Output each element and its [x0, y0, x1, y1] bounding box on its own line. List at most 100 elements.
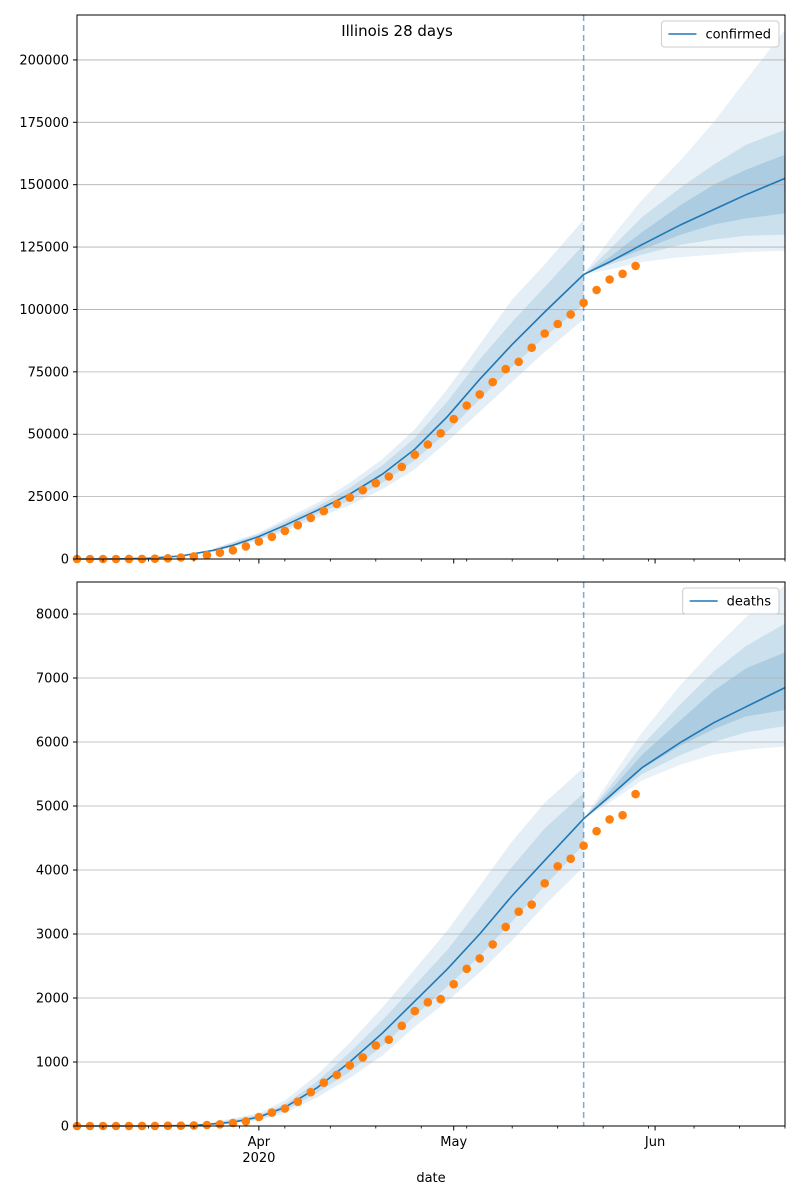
deaths-legend-box	[682, 587, 780, 615]
deaths-legend: deaths	[682, 587, 780, 615]
confirmed-y-tick-label: 75000	[28, 365, 69, 380]
deaths-y-tick-label: 6000	[36, 736, 69, 751]
confirmed-observed-point	[176, 553, 186, 562]
deaths-observed-point	[566, 854, 575, 863]
deaths-observed-point	[540, 879, 549, 888]
confirmed-observed-point	[618, 269, 627, 279]
confirmed-observed-point	[332, 499, 342, 509]
deaths-observed-point	[423, 998, 433, 1007]
confirmed-observed-point	[475, 390, 485, 399]
deaths-y-tick-label: 0	[61, 1120, 69, 1135]
deaths-axes-frame	[76, 581, 786, 1127]
confirmed-observed-point	[397, 462, 407, 472]
deaths-observed-point	[501, 922, 511, 932]
deaths-y-tick-label: 3000	[36, 928, 69, 943]
confirmed-observed-point	[566, 310, 575, 319]
deaths-observed-point	[527, 900, 536, 909]
deaths-observed-point	[241, 1117, 251, 1126]
confirmed-observed-point	[280, 526, 290, 536]
confirmed-observed-point	[384, 472, 394, 481]
deaths-observed-point	[488, 940, 498, 949]
confirmed-observed-point	[488, 377, 498, 387]
deaths-observed-point	[462, 964, 472, 974]
confirmed-observed-point	[215, 548, 225, 557]
deaths-observed-point	[215, 1120, 225, 1129]
confirmed-y-tick-label: 100000	[19, 303, 69, 318]
confirmed-observed-point	[254, 537, 264, 546]
confirmed-observed-point	[436, 429, 446, 438]
confirmed-observed-point	[163, 554, 173, 563]
confirmed-observed-point	[358, 485, 368, 495]
deaths-observed-point	[436, 994, 446, 1004]
confirmed-y-tick-label: 125000	[19, 241, 69, 256]
confirmed-observed-point	[449, 414, 459, 424]
confirmed-observed-point	[527, 343, 536, 353]
deaths-observed-point	[592, 826, 601, 836]
deaths-observed-point	[254, 1112, 264, 1122]
x-tick-label: May	[440, 1135, 467, 1150]
deaths-observed-point	[319, 1078, 329, 1087]
deaths-observed-point	[579, 841, 588, 850]
confirmed-y-tick-label: 175000	[19, 116, 69, 131]
figure-title: Illinois 28 days	[341, 22, 453, 40]
confirmed-observed-point	[410, 450, 420, 460]
confirmed-observed-point	[423, 440, 433, 449]
deaths-observed-point	[293, 1097, 303, 1106]
deaths-observed-point	[228, 1118, 238, 1128]
confirmed-axes-frame	[76, 14, 786, 560]
confirmed-observed-point	[592, 285, 601, 295]
deaths-y-tick-label: 1000	[36, 1056, 69, 1071]
deaths-observed-point	[267, 1108, 277, 1117]
confirmed-legend-box	[660, 20, 780, 48]
deaths-legend-label: deaths	[727, 595, 772, 610]
confirmed-observed-point	[462, 401, 472, 410]
deaths-observed-point	[332, 1070, 342, 1080]
deaths-y-tick-label: 7000	[36, 672, 69, 687]
deaths-observed-point	[280, 1104, 290, 1113]
x-tick-label: Jun	[644, 1135, 665, 1150]
deaths-observed-point	[397, 1021, 407, 1031]
deaths-y-tick-label: 4000	[36, 864, 69, 879]
confirmed-y-tick-label: 0	[61, 553, 69, 568]
deaths-uncertainty-band	[583, 623, 785, 819]
deaths-observed-point	[631, 789, 640, 799]
confirmed-y-tick-label: 200000	[19, 53, 69, 68]
confirmed-panel: 0 25000 50000 75000 100000 125000 150000 175000…	[19, 14, 786, 568]
confirmed-legend: confirmed	[660, 20, 780, 48]
deaths-observed-point	[605, 815, 614, 824]
deaths-y-tick-label: 5000	[36, 800, 69, 815]
confirmed-observed-point	[371, 478, 381, 488]
confirmed-observed-point	[501, 364, 511, 374]
confirmed-y-tick-label: 150000	[19, 178, 69, 193]
confirmed-observed-point	[319, 506, 329, 516]
confirmed-observed-point	[605, 275, 614, 284]
confirmed-observed-point	[228, 546, 238, 555]
deaths-observed-point	[371, 1041, 381, 1050]
x-tick-year-label: 2020	[242, 1151, 275, 1166]
deaths-uncertainty-band	[583, 652, 785, 819]
x-axis-label: date	[416, 1171, 445, 1186]
deaths-observed-point	[514, 907, 523, 916]
confirmed-observed-point	[202, 550, 212, 560]
confirmed-observed-point	[514, 357, 523, 367]
confirmed-uncertainty-band	[583, 129, 785, 275]
deaths-observed-point	[345, 1061, 355, 1070]
confirmed-y-tick-label: 25000	[28, 490, 69, 505]
confirmed-observed-point	[553, 319, 562, 329]
deaths-observed-point	[384, 1035, 394, 1044]
deaths-y-tick-label: 8000	[36, 608, 69, 623]
deaths-observed-point	[202, 1120, 212, 1130]
confirmed-legend-label: confirmed	[705, 28, 771, 43]
deaths-observed-point	[189, 1121, 199, 1130]
deaths-observed-point	[410, 1006, 420, 1016]
confirmed-model-line	[76, 177, 786, 560]
confirmed-observed-point	[579, 298, 588, 308]
deaths-uncertainty-band	[583, 585, 785, 819]
deaths-uncertainty-band	[213, 767, 584, 1126]
confirmed-observed-point	[540, 329, 549, 338]
deaths-observed-point	[553, 862, 562, 871]
confirmed-observed-point	[306, 513, 316, 523]
deaths-observed-point	[306, 1087, 316, 1097]
